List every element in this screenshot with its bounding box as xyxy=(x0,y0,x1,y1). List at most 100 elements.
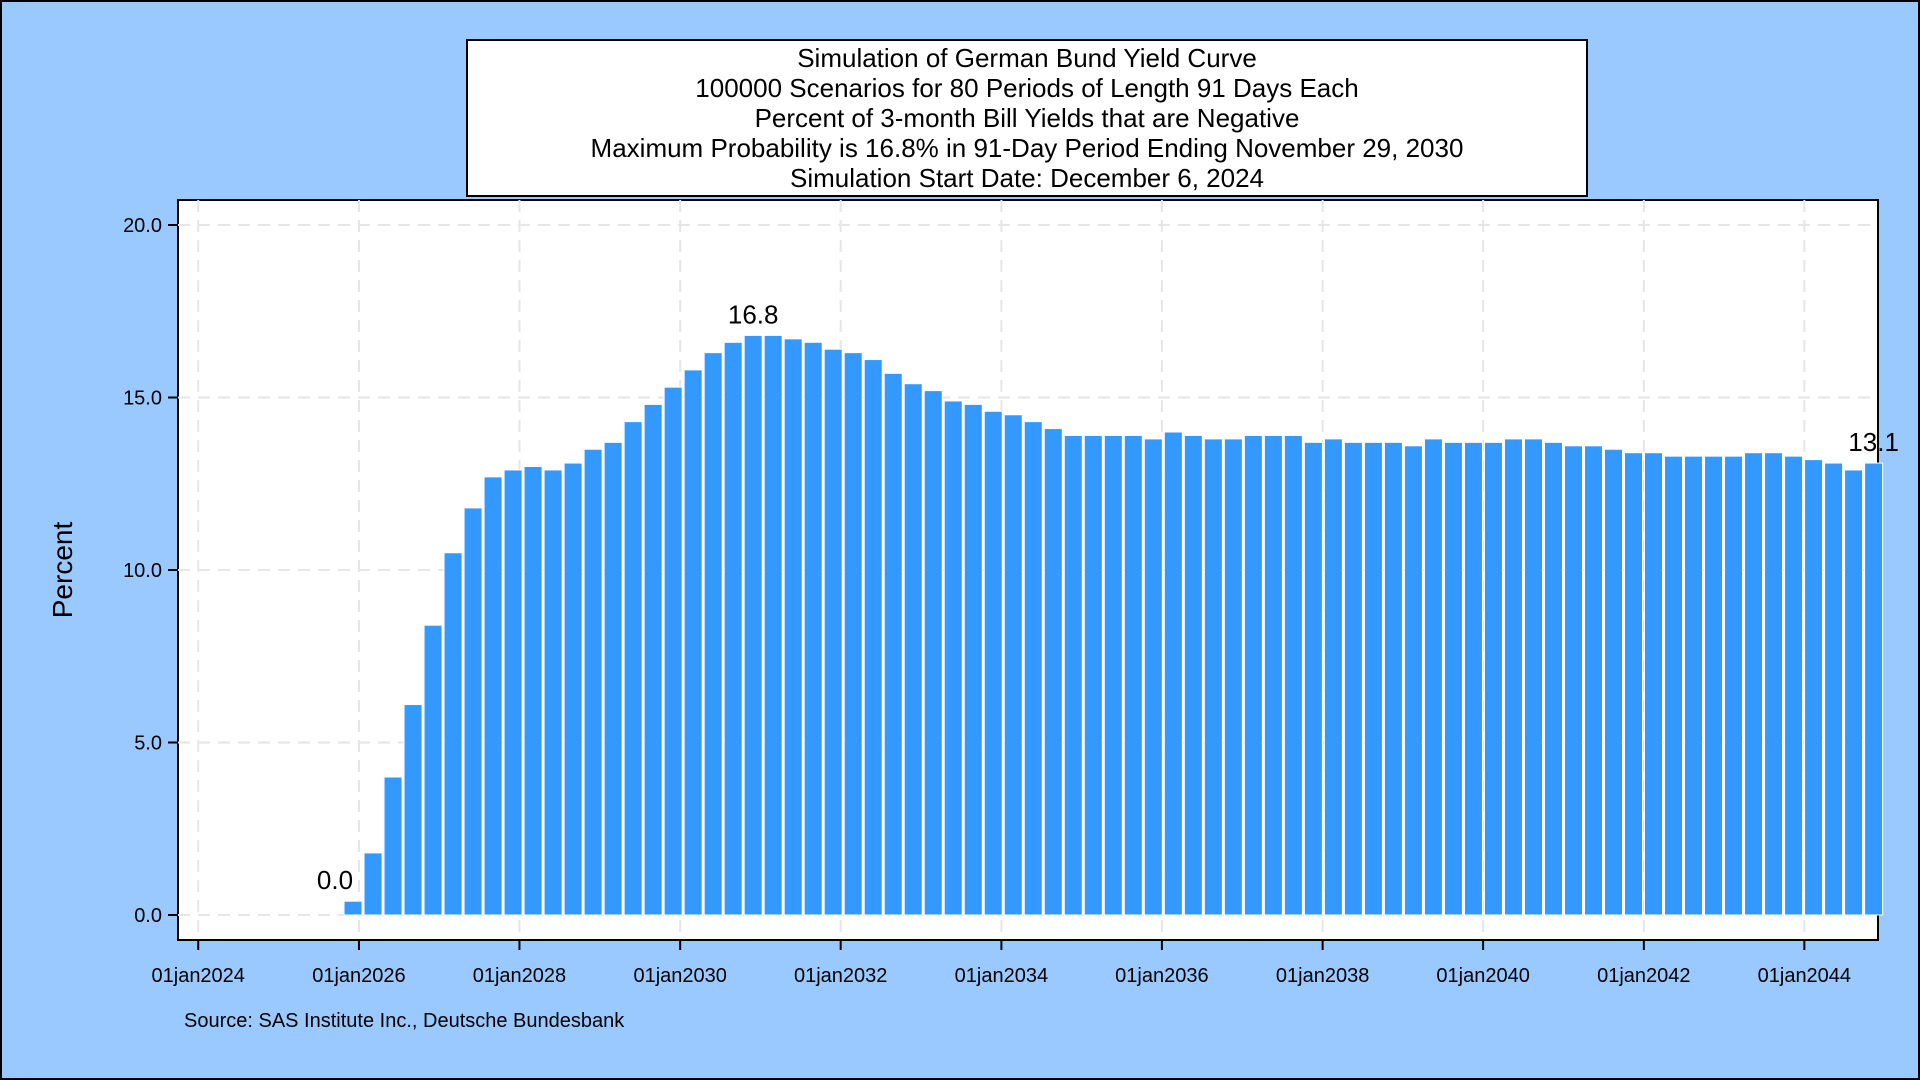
y-tick-label: 0.0 xyxy=(134,905,162,927)
bar xyxy=(1463,441,1483,916)
bar xyxy=(1023,421,1043,916)
title-line-5: Simulation Start Date: December 6, 2024 xyxy=(789,163,1265,193)
bars xyxy=(343,334,1884,916)
bar xyxy=(603,441,623,916)
x-tick-label: 01jan2030 xyxy=(633,965,726,987)
bar xyxy=(1283,434,1303,916)
x-tick-label: 01jan2038 xyxy=(1276,965,1369,987)
bar xyxy=(1603,448,1624,916)
bar xyxy=(1303,441,1323,916)
x-tick-label: 01jan2044 xyxy=(1758,965,1851,987)
bar xyxy=(1383,441,1403,916)
bar xyxy=(1003,414,1023,916)
bar xyxy=(863,359,883,916)
bar xyxy=(1203,438,1223,916)
bar xyxy=(643,403,663,916)
bar xyxy=(903,383,923,916)
bar xyxy=(423,624,443,916)
bar xyxy=(1583,445,1603,916)
bar xyxy=(663,386,683,916)
bar xyxy=(1183,434,1203,916)
bar-value-label: 0.0 xyxy=(317,865,353,895)
bar xyxy=(1744,452,1764,916)
x-tick-label: 01jan2042 xyxy=(1597,965,1690,987)
bar xyxy=(1563,445,1583,916)
title-line-1: Simulation of German Bund Yield Curve xyxy=(797,43,1257,73)
bar xyxy=(923,390,943,916)
y-tick-label: 15.0 xyxy=(123,388,162,410)
bar xyxy=(1804,459,1824,916)
bar xyxy=(1624,452,1644,916)
bar xyxy=(1483,441,1503,916)
bar xyxy=(783,338,803,916)
bar xyxy=(1263,434,1283,916)
bar xyxy=(763,334,783,916)
axes: 0.0 5.0 10.0 15.0 20.0 01jan2024 01jan2026 01ja… xyxy=(123,215,1851,987)
bar xyxy=(463,507,483,916)
bar xyxy=(623,421,643,916)
bar xyxy=(1684,455,1704,916)
bar xyxy=(523,466,543,916)
x-tick-label: 01jan2034 xyxy=(955,965,1048,987)
bar xyxy=(843,352,863,916)
bar xyxy=(683,369,703,916)
bar xyxy=(1103,434,1123,916)
bar xyxy=(1143,438,1163,916)
bar xyxy=(1243,434,1263,916)
title-line-4: Maximum Probability is 16.8% in 91-Day P… xyxy=(590,133,1464,163)
y-tick-label: 10.0 xyxy=(123,560,162,582)
bar xyxy=(1363,441,1383,916)
bar xyxy=(343,900,363,916)
bar xyxy=(803,341,823,916)
bar xyxy=(1784,455,1804,916)
bar xyxy=(823,348,843,916)
x-tick-label: 01jan2024 xyxy=(152,965,245,987)
bar xyxy=(1423,438,1443,916)
bar xyxy=(883,372,903,916)
bar xyxy=(723,341,743,916)
bar xyxy=(1523,438,1543,916)
bar xyxy=(743,334,763,916)
bar xyxy=(1844,469,1864,916)
title-line-3: Percent of 3-month Bill Yields that are … xyxy=(754,103,1300,133)
bar xyxy=(1664,455,1684,916)
y-tick-label: 20.0 xyxy=(123,215,162,237)
bar xyxy=(1543,441,1563,916)
bar xyxy=(443,552,463,916)
bar xyxy=(483,476,503,916)
title-line-2: 100000 Scenarios for 80 Periods of Lengt… xyxy=(695,73,1359,103)
bar xyxy=(1063,434,1083,916)
chart-title: Simulation of German Bund Yield Curve 10… xyxy=(466,39,1588,197)
bar xyxy=(1824,462,1844,916)
bar xyxy=(563,462,583,916)
bar xyxy=(1704,455,1724,916)
bar xyxy=(1223,438,1243,916)
bar xyxy=(1323,438,1343,916)
bar xyxy=(543,469,563,916)
bar xyxy=(383,776,403,916)
bar xyxy=(1724,455,1744,916)
x-tick-label: 01jan2028 xyxy=(473,965,566,987)
bar-value-label: 13.1 xyxy=(1848,427,1899,457)
bar xyxy=(1864,462,1884,916)
bar xyxy=(503,469,523,916)
bar xyxy=(403,704,423,916)
bar xyxy=(1443,441,1463,916)
y-axis-label: Percent xyxy=(47,522,78,619)
bar xyxy=(983,410,1003,916)
bar xyxy=(1403,445,1423,916)
source-note: Source: SAS Institute Inc., Deutsche Bun… xyxy=(184,1010,625,1032)
bar-value-label: 16.8 xyxy=(728,299,779,329)
x-tick-label: 01jan2040 xyxy=(1436,965,1529,987)
bar xyxy=(583,448,603,916)
bar xyxy=(1163,431,1183,916)
bar xyxy=(1644,452,1664,916)
annotations: 0.0 16.8 13.1 xyxy=(317,299,1899,895)
y-tick-label: 5.0 xyxy=(134,733,162,755)
bar xyxy=(963,403,983,916)
bar xyxy=(1503,438,1523,916)
bar xyxy=(1123,434,1143,916)
x-tick-label: 01jan2036 xyxy=(1115,965,1208,987)
x-tick-label: 01jan2032 xyxy=(794,965,887,987)
